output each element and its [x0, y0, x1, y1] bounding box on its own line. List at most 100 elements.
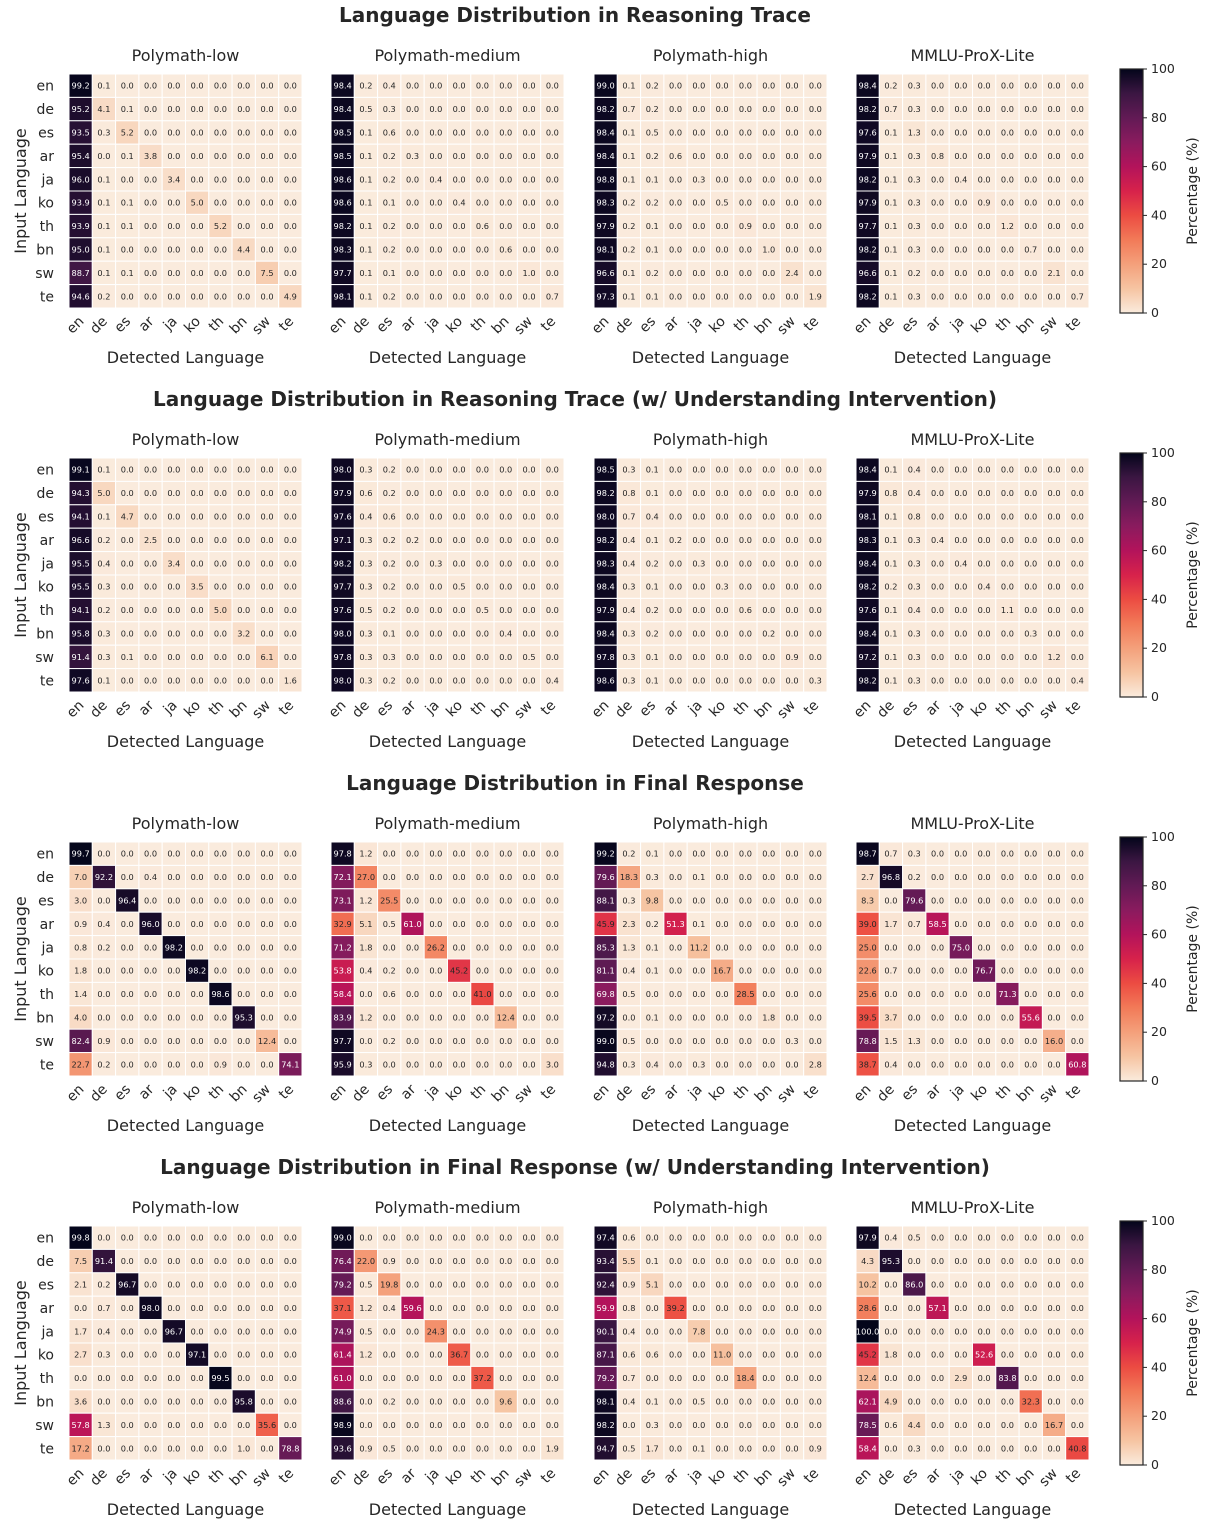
cell-value: 0.0: [167, 1397, 180, 1407]
cell-value: 0.9: [97, 1036, 110, 1046]
cell-value: 0.0: [167, 989, 180, 999]
cell-value: 0.0: [191, 488, 204, 498]
cell-value: 4.9: [284, 291, 297, 301]
cell-value: 0.0: [954, 1256, 967, 1266]
y-tick-label: te: [40, 1057, 54, 1073]
cell-value: 0.4: [622, 966, 635, 976]
cell-value: 0.0: [669, 605, 682, 615]
cell-value: 0.0: [121, 1233, 134, 1243]
cell-value: 0.0: [1048, 1280, 1061, 1290]
cell-value: 0.2: [97, 1280, 110, 1290]
x-tick-label: es: [374, 1466, 397, 1489]
cell-value: 0.0: [692, 1036, 705, 1046]
cell-value: 0.0: [908, 1256, 921, 1266]
cell-value: 0.0: [1001, 652, 1014, 662]
cell-value: 0.0: [1071, 582, 1084, 592]
x-tick-label: bn: [1014, 314, 1038, 338]
cell-value: 0.0: [191, 1397, 204, 1407]
cell-value: 0.0: [739, 942, 752, 952]
x-tick-label: ko: [443, 1466, 466, 1489]
cell-value: 0.2: [646, 81, 659, 91]
cell-value: 0.0: [499, 966, 512, 976]
cell-value: 0.2: [97, 291, 110, 301]
cell-value: 0.1: [646, 582, 659, 592]
cell-value: 0.0: [261, 221, 274, 231]
cell-value: 0.0: [261, 896, 274, 906]
cell-value: 0.3: [622, 652, 635, 662]
cell-value: 0.3: [908, 291, 921, 301]
cell-value: 0.0: [978, 919, 991, 929]
cell-value: 0.0: [191, 221, 204, 231]
cell-value: 0.0: [716, 291, 729, 301]
cell-value: 0.0: [191, 675, 204, 685]
cell-value: 0.0: [954, 151, 967, 161]
cell-value: 0.0: [809, 849, 822, 859]
cell-value: 0.0: [692, 291, 705, 301]
cell-value: 0.0: [546, 488, 559, 498]
cell-value: 0.0: [931, 198, 944, 208]
cell-value: 0.6: [359, 488, 372, 498]
cell-value: 0.0: [1024, 1303, 1037, 1313]
cell-value: 0.8: [884, 488, 897, 498]
cell-value: 0.0: [1048, 1303, 1061, 1313]
cell-value: 0.0: [809, 1233, 822, 1243]
colorbar-tick-label: 100: [1151, 829, 1175, 844]
y-tick-label: ar: [40, 1301, 55, 1317]
cell-value: 0.0: [144, 629, 157, 639]
cell-value: 0.2: [884, 81, 897, 91]
cell-value: 0.0: [261, 989, 274, 999]
cell-value: 0.0: [406, 872, 419, 882]
cell-value: 0.0: [284, 849, 297, 859]
cell-value: 0.2: [383, 174, 396, 184]
cell-value: 0.0: [809, 128, 822, 138]
cell-value: 0.4: [97, 558, 110, 568]
cell-value: 0.1: [884, 465, 897, 475]
cell-value: 97.6: [72, 675, 90, 685]
cell-value: 51.3: [666, 919, 684, 929]
y-tick-label: en: [37, 847, 55, 863]
cell-value: 0.0: [453, 919, 466, 929]
y-tick-label: bn: [36, 1011, 54, 1027]
cell-value: 0.0: [476, 896, 489, 906]
cell-value: 0.1: [884, 221, 897, 231]
cell-value: 0.0: [669, 1420, 682, 1430]
cell-value: 0.3: [359, 1059, 372, 1069]
cell-value: 0.7: [884, 849, 897, 859]
cell-value: 0.0: [191, 1303, 204, 1313]
cell-value: 22.7: [72, 1059, 90, 1069]
cell-value: 0.0: [121, 245, 134, 255]
cell-value: 5.0: [97, 488, 110, 498]
cell-value: 0.4: [646, 512, 659, 522]
cell-value: 0.0: [739, 535, 752, 545]
cell-value: 0.0: [237, 1373, 250, 1383]
cell-value: 0.0: [978, 1233, 991, 1243]
cell-value: 0.0: [167, 268, 180, 278]
cell-value: 0.5: [692, 1397, 705, 1407]
cell-value: 0.0: [523, 535, 536, 545]
cell-value: 2.1: [74, 1280, 87, 1290]
cell-value: 0.0: [1071, 512, 1084, 522]
cell-value: 0.7: [1024, 245, 1037, 255]
cell-value: 0.0: [191, 1420, 204, 1430]
cell-value: 0.1: [646, 174, 659, 184]
cell-value: 0.0: [429, 81, 442, 91]
x-tick-label: th: [993, 1466, 1014, 1487]
cell-value: 94.7: [597, 1443, 615, 1453]
y-tick-label: en: [37, 463, 55, 479]
cell-value: 0.0: [978, 512, 991, 522]
x-tick-label: es: [899, 1082, 922, 1105]
cell-value: 0.0: [954, 919, 967, 929]
cell-value: 0.0: [716, 535, 729, 545]
cell-value: 0.0: [739, 1350, 752, 1360]
x-tick-label: bn: [752, 1082, 776, 1106]
cell-value: 0.0: [954, 989, 967, 999]
cell-value: 0.1: [646, 291, 659, 301]
cell-value: 0.6: [622, 1233, 635, 1243]
cell-value: 0.0: [931, 81, 944, 91]
cell-value: 0.0: [406, 896, 419, 906]
cell-value: 0.0: [669, 268, 682, 278]
cell-value: 0.0: [406, 1326, 419, 1336]
cell-value: 75.0: [952, 942, 970, 952]
